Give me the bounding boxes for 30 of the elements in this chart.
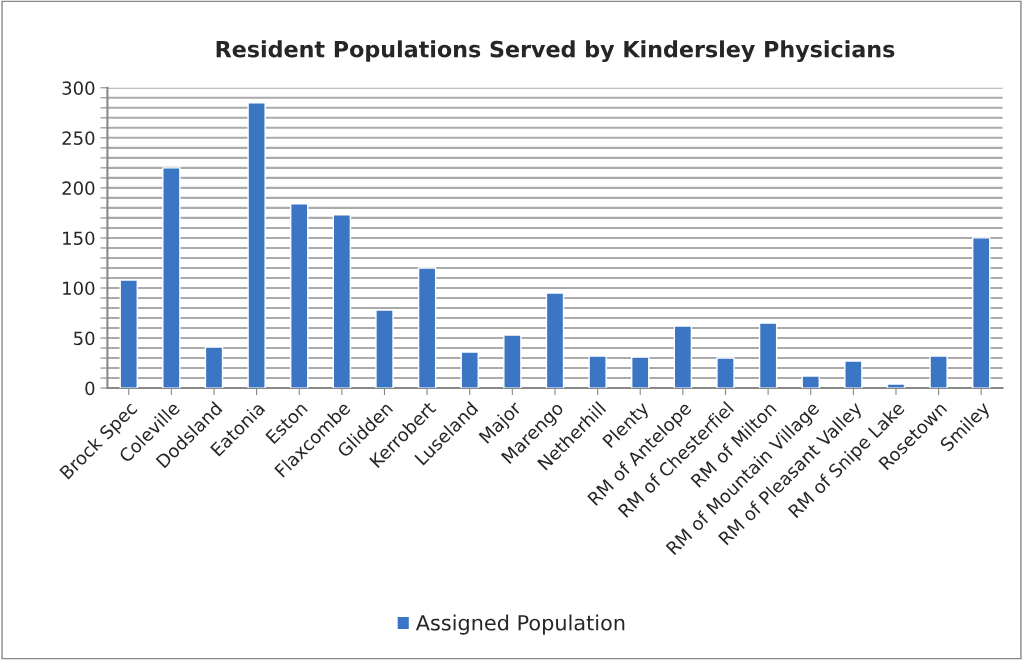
y-tick-label: 200	[62, 181, 95, 195]
y-tick-label: 0	[85, 381, 95, 396]
chart-title: Resident Populations Served by Kindersley Physicians	[216, 40, 895, 63]
bar	[844, 360, 863, 389]
bar	[972, 237, 991, 389]
bar	[631, 356, 650, 389]
bar	[588, 355, 607, 389]
bar	[886, 383, 906, 389]
bar	[247, 102, 266, 389]
bar	[503, 334, 522, 389]
bar	[119, 279, 138, 389]
bar	[673, 325, 693, 389]
bar	[716, 357, 735, 389]
bar	[332, 214, 352, 389]
bar	[375, 309, 394, 389]
bar	[545, 292, 565, 389]
y-tick-label: 250	[62, 131, 95, 145]
bar	[758, 322, 778, 389]
bar	[929, 355, 948, 389]
bar	[162, 167, 181, 389]
bar	[290, 203, 309, 389]
bar	[204, 346, 224, 389]
bar	[801, 375, 820, 389]
y-tick-label: 100	[63, 281, 95, 296]
bar	[460, 351, 479, 389]
y-tick-label: 150	[63, 231, 95, 246]
legend-label: Assigned Population	[415, 614, 625, 635]
y-tick-label: 300	[62, 81, 95, 95]
y-tick-label: 50	[74, 331, 95, 346]
bar	[417, 267, 437, 389]
